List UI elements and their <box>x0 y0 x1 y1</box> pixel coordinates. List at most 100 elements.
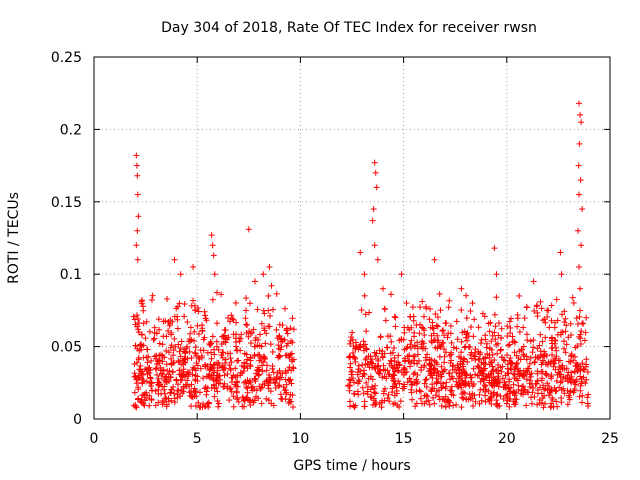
data-point <box>285 400 292 407</box>
data-point <box>239 403 246 410</box>
data-point <box>491 382 498 389</box>
data-point <box>139 371 146 378</box>
data-point <box>558 394 565 401</box>
data-point <box>195 353 202 360</box>
data-point <box>219 349 226 356</box>
data-point <box>392 314 399 321</box>
data-point <box>176 348 183 355</box>
data-point <box>568 373 575 380</box>
data-point <box>290 404 297 411</box>
data-point <box>427 324 434 331</box>
data-point <box>470 402 477 409</box>
data-point <box>409 396 416 403</box>
data-point <box>182 349 189 356</box>
data-point <box>577 340 584 347</box>
data-point <box>269 365 276 372</box>
data-point <box>277 391 284 398</box>
data-point <box>201 385 208 392</box>
data-point <box>511 349 518 356</box>
data-point <box>211 369 218 376</box>
data-point <box>453 318 460 325</box>
data-point <box>152 387 159 394</box>
x-axis-ticks: 0 5 10 15 20 25 <box>90 57 619 447</box>
data-point <box>395 367 402 374</box>
data-point <box>552 366 559 373</box>
data-point <box>423 305 430 312</box>
chart-title: Day 304 of 2018, Rate Of TEC Index for r… <box>161 20 537 36</box>
data-point <box>148 357 155 364</box>
data-point <box>349 329 356 336</box>
data-point <box>215 400 222 407</box>
data-point <box>424 393 431 400</box>
data-point <box>460 395 467 402</box>
data-point <box>430 325 437 332</box>
data-point <box>151 335 158 342</box>
data-point <box>218 352 225 359</box>
data-point <box>361 403 368 410</box>
data-point <box>209 333 216 340</box>
data-point <box>579 399 586 406</box>
data-point <box>149 292 156 299</box>
data-point <box>405 358 412 365</box>
data-point <box>573 360 580 367</box>
data-point <box>544 313 551 320</box>
data-point <box>140 303 147 310</box>
data-point <box>240 368 247 375</box>
data-point <box>143 318 150 325</box>
data-point <box>377 333 384 340</box>
data-point <box>419 338 426 345</box>
data-point <box>449 363 456 370</box>
data-point <box>290 365 297 372</box>
data-point <box>184 369 191 376</box>
y-tick-label: 0 <box>73 412 82 428</box>
data-point <box>430 366 437 373</box>
data-point <box>175 341 182 348</box>
data-point <box>168 342 175 349</box>
data-point <box>366 309 373 316</box>
data-point <box>361 271 368 278</box>
data-point <box>427 367 434 374</box>
x-tick-label: 10 <box>291 431 309 447</box>
data-point <box>442 349 449 356</box>
data-point <box>408 337 415 344</box>
data-point <box>418 367 425 374</box>
data-point <box>414 345 421 352</box>
data-point <box>478 336 485 343</box>
data-point <box>487 395 494 402</box>
data-point <box>579 206 586 213</box>
data-point <box>543 352 550 359</box>
data-point <box>346 354 353 361</box>
data-point <box>469 300 476 307</box>
data-point <box>404 379 411 386</box>
data-point <box>417 395 424 402</box>
data-point <box>428 362 435 369</box>
data-point <box>458 338 465 345</box>
data-point <box>414 339 421 346</box>
data-point <box>559 378 566 385</box>
data-point <box>381 397 388 404</box>
data-point <box>163 361 170 368</box>
data-point <box>194 304 201 311</box>
data-point <box>448 349 455 356</box>
data-point <box>459 329 466 336</box>
data-point <box>426 316 433 323</box>
data-point <box>407 363 414 370</box>
data-point <box>388 373 395 380</box>
data-point <box>214 320 221 327</box>
data-point <box>251 278 258 285</box>
data-point <box>556 384 563 391</box>
data-point <box>558 271 565 278</box>
data-point <box>477 369 484 376</box>
data-point <box>406 375 413 382</box>
data-point <box>259 381 266 388</box>
data-point <box>380 390 387 397</box>
data-point <box>530 384 537 391</box>
data-point <box>369 376 376 383</box>
data-point <box>355 362 362 369</box>
data-point <box>208 355 215 362</box>
data-point <box>132 403 139 410</box>
data-point <box>210 381 217 388</box>
data-point <box>534 309 541 316</box>
data-point <box>504 352 511 359</box>
data-point <box>482 332 489 339</box>
